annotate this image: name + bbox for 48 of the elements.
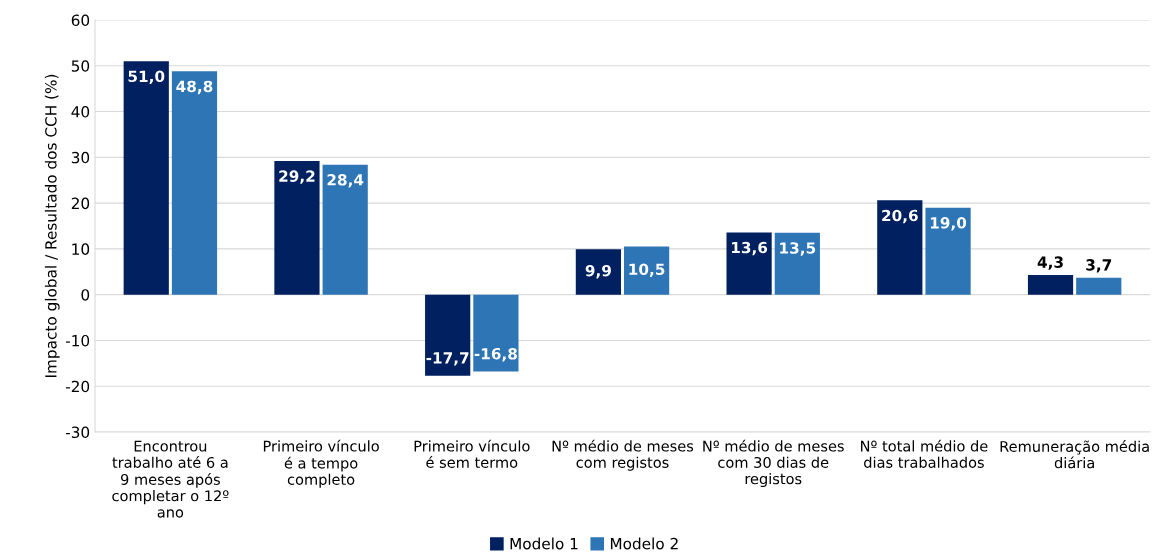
x-tick-label: Nº médio de meses com 30 dias de registos [703, 439, 844, 488]
y-axis-title: Impacto global / Resultado dos CCH (%) [44, 74, 60, 377]
y-tick-label: -20 [65, 380, 90, 393]
x-tick-label: Nº total médio de dias trabalhados [861, 439, 988, 468]
y-tick-label: -10 [65, 334, 90, 347]
data-label: -16,8 [474, 347, 517, 362]
bar [925, 207, 971, 295]
bar [1027, 274, 1074, 295]
data-label: 13,6 [731, 241, 768, 256]
y-tick-label: 0 [81, 289, 90, 301]
data-label: 51,0 [128, 70, 165, 85]
data-label: 9,9 [585, 264, 611, 279]
x-tick-label: Primeiro vínculo é a tempo completo [263, 439, 379, 488]
data-label: 48,8 [176, 80, 213, 95]
y-tick-label: 60 [71, 14, 90, 27]
x-tick-label: Primeiro vínculo é sem termo [414, 439, 530, 468]
data-label: 10,5 [629, 263, 665, 278]
legend-label: Modelo 1 [510, 537, 578, 550]
bar [123, 61, 169, 295]
bar [171, 71, 218, 295]
legend-label: Modelo 2 [610, 537, 678, 550]
data-label: 3,7 [1086, 259, 1112, 273]
bar [322, 164, 368, 295]
bar [274, 161, 320, 295]
data-label: 19,0 [930, 217, 967, 231]
data-label: 13,5 [780, 242, 816, 256]
bar [877, 200, 923, 295]
data-label: 4,3 [1037, 256, 1063, 270]
data-label: 29,2 [279, 170, 315, 184]
data-label: 20,6 [882, 209, 918, 224]
x-tick-label: Nº médio de meses com registos [552, 439, 694, 471]
x-tick-label: Encontrou trabalho até 6 a 9 meses após completar o 12º ano [112, 440, 229, 518]
y-tick-label: 50 [71, 60, 90, 72]
bar [575, 249, 621, 295]
bar [624, 246, 670, 295]
y-tick-label: 30 [71, 151, 90, 164]
bar [425, 294, 471, 376]
data-label: 28,4 [327, 174, 364, 188]
y-tick-label: 10 [72, 243, 90, 255]
y-tick-label: -30 [65, 426, 90, 439]
bar [726, 232, 772, 295]
bar [1076, 277, 1122, 295]
data-label: -17,7 [426, 352, 469, 366]
y-tick-label: 40 [71, 106, 90, 118]
x-tick-label: Remuneração média diária [1000, 440, 1149, 469]
y-tick-label: 20 [71, 197, 90, 210]
bar [774, 232, 820, 295]
bar [473, 294, 519, 372]
